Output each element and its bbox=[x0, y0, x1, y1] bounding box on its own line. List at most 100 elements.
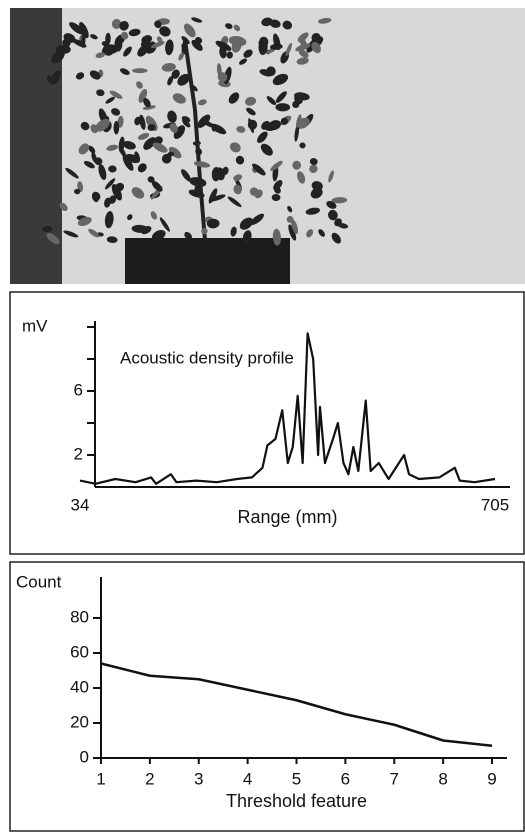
leaf bbox=[270, 43, 283, 50]
leaf bbox=[331, 232, 341, 244]
leaf bbox=[318, 17, 332, 24]
leaf bbox=[150, 41, 165, 49]
leaf bbox=[156, 36, 163, 43]
leaf bbox=[81, 31, 86, 48]
leaf bbox=[188, 189, 205, 198]
leaf bbox=[88, 228, 100, 238]
leaf bbox=[77, 216, 92, 227]
x-tick-label: 705 bbox=[481, 495, 509, 514]
leaf bbox=[296, 57, 309, 65]
leaf bbox=[159, 26, 171, 37]
leaf bbox=[137, 45, 149, 57]
leaf bbox=[108, 165, 117, 173]
leaf bbox=[272, 73, 289, 86]
leaf bbox=[190, 84, 198, 92]
leaf bbox=[261, 17, 273, 27]
leaf bbox=[183, 23, 196, 38]
leaf bbox=[197, 99, 207, 106]
leaf bbox=[131, 68, 148, 74]
leaf bbox=[96, 89, 105, 97]
leaf bbox=[191, 17, 203, 23]
leaf bbox=[78, 143, 90, 155]
leaf bbox=[306, 229, 314, 238]
leaf bbox=[120, 68, 130, 75]
leaf bbox=[208, 188, 218, 204]
leaf bbox=[169, 123, 178, 133]
leaf bbox=[154, 20, 162, 29]
x-tick-label: 6 bbox=[341, 769, 350, 788]
leaf bbox=[128, 28, 141, 37]
panel-frame bbox=[9, 291, 525, 555]
leaf bbox=[152, 142, 168, 153]
x-tick-label: 2 bbox=[145, 769, 154, 788]
leaf bbox=[173, 125, 186, 140]
leaf bbox=[225, 23, 233, 30]
leaf bbox=[123, 46, 132, 57]
leaf bbox=[111, 184, 122, 201]
data-line bbox=[100, 662, 493, 747]
leaf bbox=[161, 153, 172, 164]
photo bbox=[10, 8, 525, 284]
leaf bbox=[238, 58, 248, 65]
leaf bbox=[140, 40, 149, 48]
leaf bbox=[261, 120, 271, 130]
leaf bbox=[80, 121, 90, 131]
leaf bbox=[328, 170, 334, 183]
leaf bbox=[151, 229, 166, 241]
leaf bbox=[272, 228, 281, 246]
leaf bbox=[305, 207, 321, 215]
leaf bbox=[318, 229, 325, 237]
leaf bbox=[105, 96, 115, 104]
leaf bbox=[292, 160, 302, 170]
leaf bbox=[137, 133, 150, 140]
leaf bbox=[245, 96, 257, 106]
leaf bbox=[42, 226, 53, 232]
leaf bbox=[326, 200, 337, 209]
leaf bbox=[165, 39, 174, 56]
leaf bbox=[94, 157, 103, 166]
y-axis-label: mV bbox=[22, 316, 48, 335]
leaf bbox=[249, 187, 259, 196]
leaf bbox=[287, 205, 293, 213]
leaf bbox=[270, 160, 283, 171]
leaf bbox=[280, 117, 289, 125]
x-tick-label: 5 bbox=[292, 769, 301, 788]
x-axis-label: Range (mm) bbox=[237, 507, 337, 527]
leaf bbox=[123, 141, 136, 150]
leaf bbox=[236, 125, 246, 133]
leaf bbox=[46, 75, 53, 84]
leaf bbox=[181, 36, 190, 45]
x-tick-label: 4 bbox=[243, 769, 252, 788]
x-tick-label: 7 bbox=[390, 769, 399, 788]
leaf bbox=[313, 187, 322, 195]
x-axis-label: Threshold feature bbox=[226, 791, 367, 811]
leaf bbox=[228, 92, 240, 104]
leaf bbox=[233, 24, 241, 32]
x-tick-label: 1 bbox=[96, 769, 105, 788]
leaf bbox=[69, 22, 84, 35]
leaf bbox=[311, 41, 321, 54]
leaf bbox=[138, 88, 148, 103]
leaf bbox=[292, 100, 300, 109]
leaf bbox=[134, 116, 142, 126]
leaf bbox=[63, 230, 79, 238]
leaf bbox=[154, 136, 163, 145]
leaf bbox=[147, 124, 156, 131]
leaf bbox=[182, 119, 191, 128]
leaf bbox=[210, 123, 227, 135]
leaf bbox=[167, 76, 174, 86]
leaf bbox=[215, 167, 225, 181]
leaf bbox=[259, 69, 273, 77]
leaf bbox=[98, 164, 107, 181]
leaf bbox=[104, 211, 114, 229]
leaf bbox=[282, 20, 293, 30]
leaf bbox=[111, 19, 122, 29]
leaf bbox=[120, 31, 129, 40]
leaf bbox=[151, 180, 163, 192]
leaf bbox=[74, 188, 81, 195]
leaf bbox=[117, 115, 124, 128]
leaf bbox=[91, 192, 99, 203]
y-tick-label: 2 bbox=[74, 444, 83, 463]
leaf bbox=[131, 187, 145, 199]
